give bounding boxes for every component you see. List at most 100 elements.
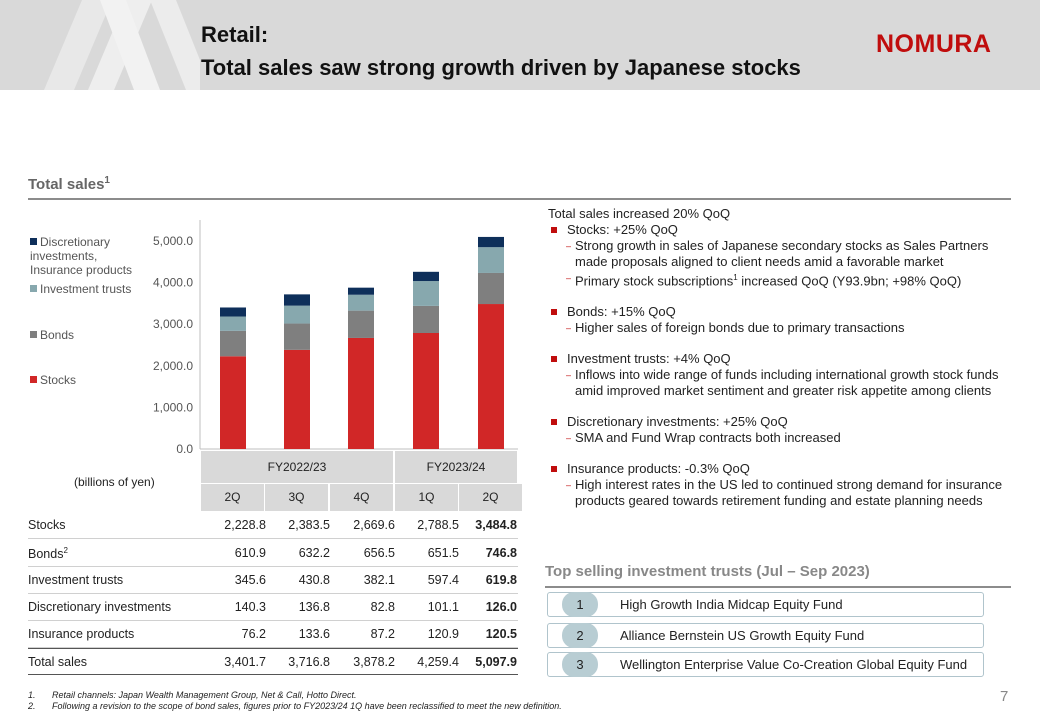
table-row: Bonds2 610.9 632.2 656.5 651.5 746.8 [28,540,518,567]
row-label: Total sales [28,655,88,669]
rank-badge: 1 [562,592,598,617]
bar-segment-investment-trusts [284,305,310,324]
bar-segment-discretionary-investments-insurance-products [348,287,374,295]
legend-label: Stocks [40,373,77,387]
table-cell: 2,228.8 [224,518,266,532]
table-row: Stocks 2,228.8 2,383.5 2,669.6 2,788.5 3,484.… [28,512,518,539]
fund-name: Alliance Bernstein US Growth Equity Fund [620,628,865,643]
table-row: Total sales 3,401.7 3,716.8 3,878.2 4,259.4 5… [28,648,518,675]
fund-item: 1 High Growth India Midcap Equity Fund [547,592,984,617]
table-row: Discretionary investments 140.3 136.8 82.8 1… [28,594,518,621]
fiscal-year-header: FY2022/23 [201,451,393,483]
footnotes: 1. Retail channels: Japan Wealth Manageme… [28,690,562,712]
bullet-sub: Higher sales of foreign bonds due to pri… [548,320,1018,336]
section-rule [28,198,1011,200]
bar-segment-investment-trusts [220,316,246,331]
table-cell: 82.8 [370,600,395,614]
bullet-list: Stocks: +25% QoQStrong growth in sales o… [548,222,1018,509]
table-cell: 382.1 [363,573,395,587]
quarter-header: 3Q [265,484,328,511]
bullet-main: Stocks: +25% QoQ [548,222,1018,238]
legend-label: Discretionary investments, Insurance pro… [30,235,133,277]
footnote: 1. Retail channels: Japan Wealth Manageme… [28,690,562,701]
bullet-sub: Inflows into wide range of funds includi… [548,367,1018,399]
y-tick-label: 5,000.0 [153,234,193,248]
total-sales-chart: 0.0 1,000.0 2,000.0 3,000.0 4,000.0 5,000.0 [153,220,518,455]
table-cell: 619.8 [485,573,517,587]
fund-item: 2 Alliance Bernstein US Growth Equity Fun… [547,623,984,648]
table-cell: 597.4 [427,573,459,587]
bar-segment-discretionary-investments-insurance-products [478,236,504,248]
rank-badge: 2 [562,623,598,648]
quarter-header: 2Q [459,484,522,511]
table-cell: 3,716.8 [288,655,330,669]
table-cell: 2,788.5 [417,518,459,532]
page-number: 7 [1000,688,1009,705]
quarter-header: 2Q [201,484,264,511]
table-cell: 126.0 [485,600,517,614]
y-tick-label: 1,000.0 [153,400,193,414]
fund-item: 3 Wellington Enterprise Value Co-Creation… [547,652,984,677]
quarter-header: 4Q [330,484,393,511]
table-cell: 345.6 [234,573,266,587]
title-line-2: Total sales saw strong growth driven by … [201,55,801,80]
table-cell: 632.2 [298,546,330,560]
bar-segment-bonds [413,305,439,333]
bar-segment-discretionary-investments-insurance-products [220,307,246,317]
table-cell: 87.2 [370,627,395,641]
bar-segment-stocks [478,304,504,449]
fund-name: Wellington Enterprise Value Co-Creation … [620,657,968,672]
table-cell: 656.5 [363,546,395,560]
bar-segment-stocks [348,337,374,449]
page-title: Retail: Total sales saw strong growth dr… [201,18,801,84]
section-title-footnote-ref: 1 [104,175,110,186]
units-label: (billions of yen) [74,475,155,489]
legend-swatch [30,331,37,338]
y-tick-label: 2,000.0 [153,359,193,373]
y-tick-label: 3,000.0 [153,317,193,331]
bar-segment-bonds [348,310,374,338]
bullet-sub: SMA and Fund Wrap contracts both increas… [548,430,1018,446]
footnote-number: 2. [28,701,36,711]
header-band: Retail: Total sales saw strong growth dr… [0,0,1040,90]
footnote-text: Retail channels: Japan Wealth Management… [52,690,357,700]
footnote-ref: 2 [63,546,68,555]
bullet-gap [548,399,1018,414]
table-cell: 4,259.4 [417,655,459,669]
table-cell: 610.9 [234,546,266,560]
table-row: Insurance products 76.2 133.6 87.2 120.9 120.… [28,621,518,648]
bullet-gap [548,336,1018,351]
bullet-main: Discretionary investments: +25% QoQ [548,414,1018,430]
legend-item: Bonds [30,328,150,342]
bar-segment-discretionary-investments-insurance-products [284,294,310,306]
section-title: Total sales1 [28,175,110,193]
table-cell: 651.5 [427,546,459,560]
bar-segment-investment-trusts [348,294,374,311]
legend-swatch [30,285,37,292]
bar-segment-bonds [220,330,246,357]
bar-segment-bonds [478,272,504,305]
bullet-gap [548,446,1018,461]
commentary: Total sales increased 20% QoQ Stocks: +2… [548,206,1018,509]
legend-swatch [30,376,37,383]
table-cell: 136.8 [298,600,330,614]
footnote: 2. Following a revision to the scope of b… [28,701,562,712]
legend-item: Investment trusts [30,282,150,296]
legend-item: Stocks [30,373,150,387]
bullet-gap [548,289,1018,304]
row-label: Bonds2 [28,546,68,562]
bar-segment-stocks [220,356,246,449]
section-title-text: Total sales [28,176,105,193]
footnote-number: 1. [28,690,36,700]
table-cell: 76.2 [241,627,266,641]
bar-segment-stocks [413,332,439,449]
footnote-text: Following a revision to the scope of bon… [52,701,562,711]
table-cell: 140.3 [234,600,266,614]
commentary-headline: Total sales increased 20% QoQ [548,206,731,221]
header-decoration-icon [44,0,200,90]
bar-segment-bonds [284,323,310,350]
fund-name: High Growth India Midcap Equity Fund [620,597,843,612]
table-cell: 746.8 [485,546,517,560]
legend-label: Investment trusts [40,282,132,296]
bullet-sub: Strong growth in sales of Japanese secon… [548,238,1018,270]
